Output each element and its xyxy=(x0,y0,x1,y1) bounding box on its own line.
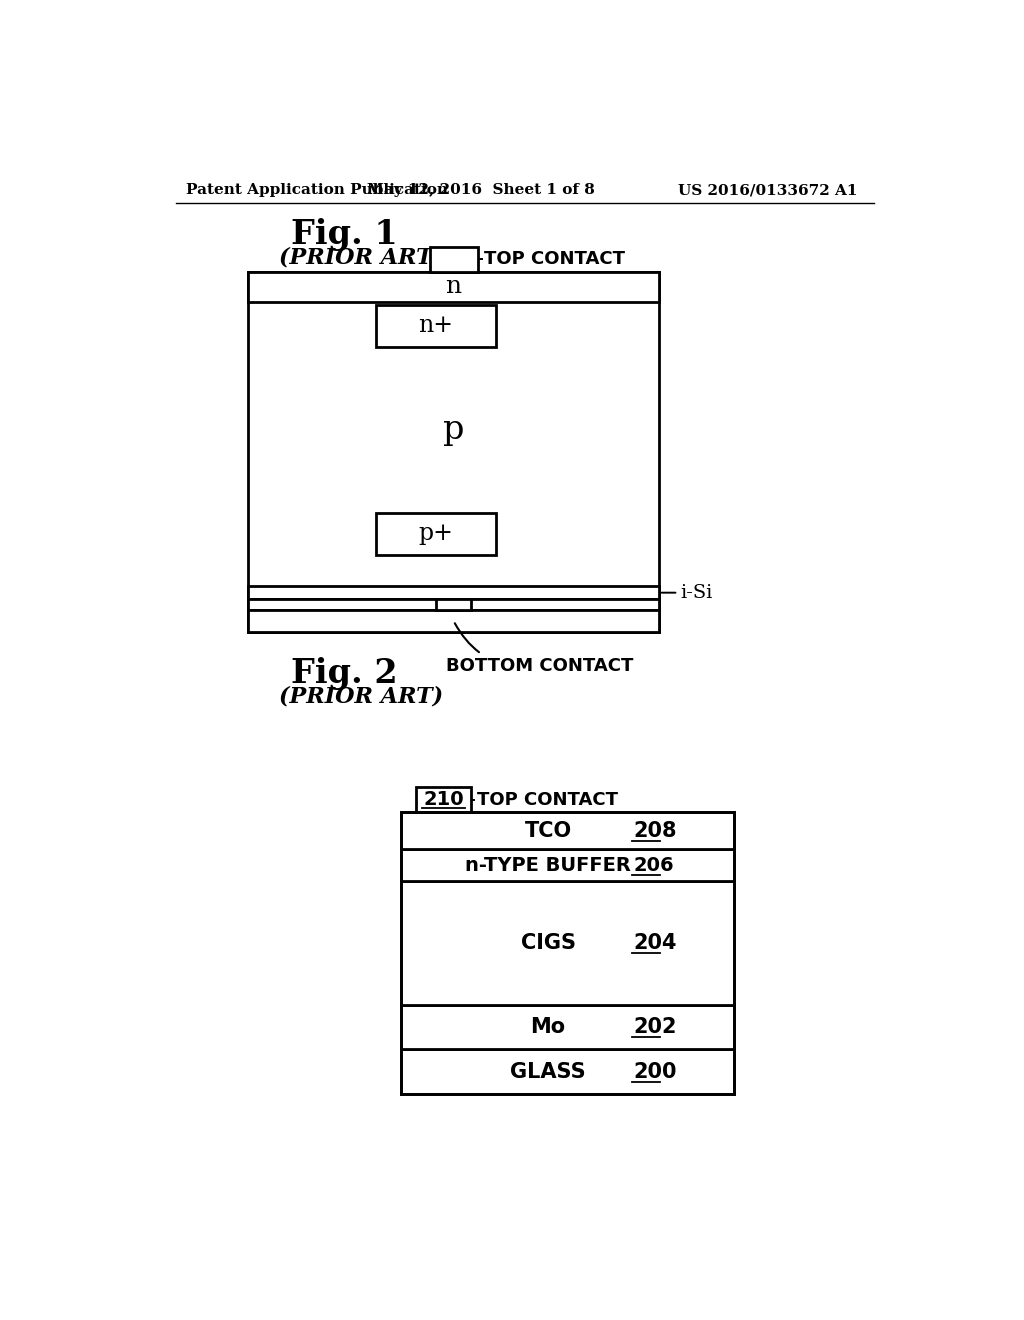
Bar xyxy=(376,512,496,554)
Bar xyxy=(248,610,658,632)
Bar xyxy=(400,882,734,1005)
Text: n+: n+ xyxy=(419,314,454,338)
Text: Patent Application Publication: Patent Application Publication xyxy=(186,183,449,197)
Text: 206: 206 xyxy=(633,855,674,875)
Text: CIGS: CIGS xyxy=(520,933,575,953)
Bar xyxy=(376,305,496,347)
Text: TOP CONTACT: TOP CONTACT xyxy=(477,791,617,809)
Bar xyxy=(248,586,658,599)
Bar xyxy=(248,272,658,632)
Text: i-Si: i-Si xyxy=(681,583,713,602)
Text: Fig. 1: Fig. 1 xyxy=(291,219,397,252)
Text: n: n xyxy=(445,276,462,298)
Text: 210: 210 xyxy=(423,791,464,809)
Bar xyxy=(436,599,471,610)
Text: n-TYPE BUFFER: n-TYPE BUFFER xyxy=(465,855,631,875)
Text: US 2016/0133672 A1: US 2016/0133672 A1 xyxy=(678,183,858,197)
Text: p: p xyxy=(442,414,464,446)
Text: 200: 200 xyxy=(633,1061,677,1081)
Text: BOTTOM CONTACT: BOTTOM CONTACT xyxy=(445,623,633,675)
Text: (PRIOR ART): (PRIOR ART) xyxy=(280,686,443,708)
Bar xyxy=(400,1005,734,1049)
Text: May 12, 2016  Sheet 1 of 8: May 12, 2016 Sheet 1 of 8 xyxy=(367,183,595,197)
Text: TOP CONTACT: TOP CONTACT xyxy=(484,249,626,268)
Text: GLASS: GLASS xyxy=(510,1061,586,1081)
Bar xyxy=(400,812,734,1094)
Bar xyxy=(430,247,478,272)
Text: (PRIOR ART): (PRIOR ART) xyxy=(280,247,443,269)
Bar xyxy=(400,1049,734,1094)
Text: 202: 202 xyxy=(633,1016,677,1038)
Text: p+: p+ xyxy=(419,523,454,545)
Bar xyxy=(400,849,734,882)
Text: TCO: TCO xyxy=(524,821,571,841)
Text: Fig. 2: Fig. 2 xyxy=(291,657,397,690)
Bar xyxy=(248,272,658,302)
Bar xyxy=(248,599,658,610)
Text: Mo: Mo xyxy=(530,1016,565,1038)
Text: 204: 204 xyxy=(633,933,677,953)
Text: 208: 208 xyxy=(633,821,677,841)
Bar xyxy=(417,788,471,812)
Bar xyxy=(400,812,734,849)
